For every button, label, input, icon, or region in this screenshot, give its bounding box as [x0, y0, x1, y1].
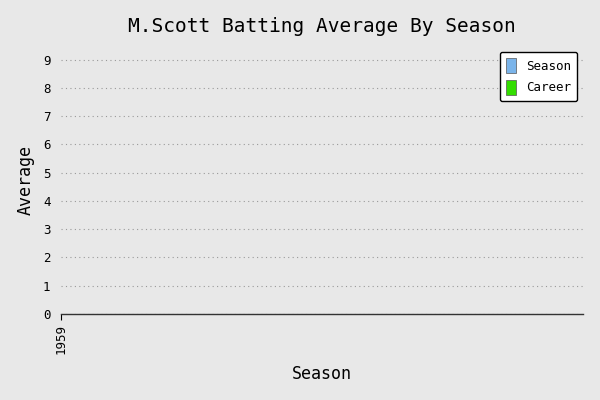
- X-axis label: Season: Season: [292, 365, 352, 383]
- Title: M.Scott Batting Average By Season: M.Scott Batting Average By Season: [128, 17, 516, 36]
- Y-axis label: Average: Average: [17, 145, 35, 215]
- Legend: Season, Career: Season, Career: [500, 52, 577, 101]
